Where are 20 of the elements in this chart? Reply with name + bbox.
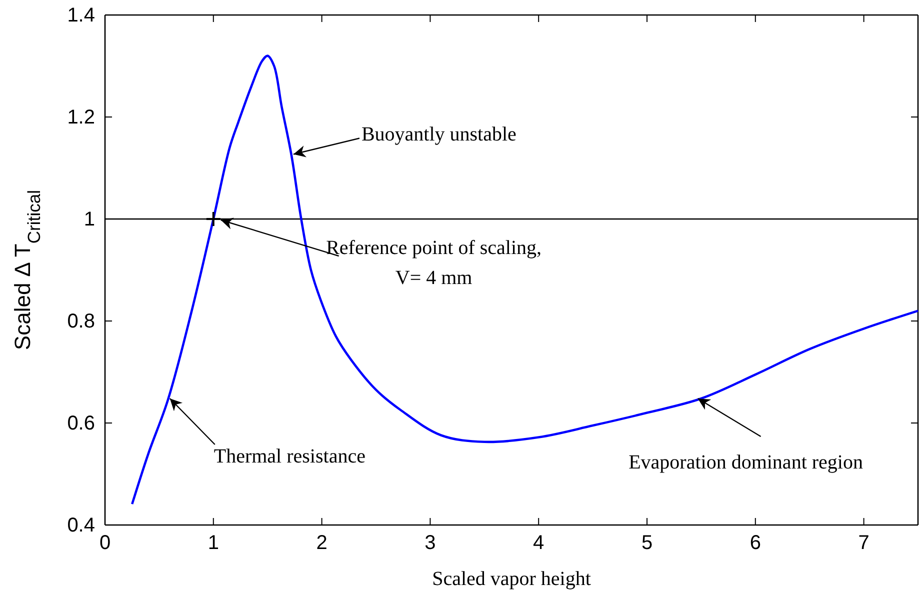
- y-tick-label: 1: [84, 208, 95, 230]
- x-tick-label: 2: [316, 532, 328, 554]
- annotation: Thermal resistance: [214, 445, 366, 468]
- x-tick-label: 7: [858, 532, 870, 554]
- y-tick-label: 1.4: [67, 4, 95, 26]
- x-tick-label: 1: [208, 532, 219, 554]
- annotation: Reference point of scaling, V= 4 mm: [326, 236, 542, 289]
- y-tick-label: 0.4: [67, 514, 95, 536]
- annotation: Evaporation dominant region: [628, 451, 863, 474]
- y-tick-label: 1.2: [67, 106, 95, 128]
- x-tick-label: 3: [424, 532, 436, 554]
- x-axis-title: Scaled vapor height: [432, 568, 592, 590]
- y-tick-label: 0.8: [67, 310, 95, 332]
- x-tick-label: 4: [533, 532, 544, 554]
- x-tick-label: 6: [750, 532, 761, 554]
- line-series: [130, 54, 920, 506]
- x-tick-label: 5: [641, 532, 653, 554]
- y-tick-label: 0.6: [67, 412, 95, 434]
- annotation: Buoyantly unstable: [361, 122, 517, 145]
- x-tick-label: 0: [99, 532, 111, 554]
